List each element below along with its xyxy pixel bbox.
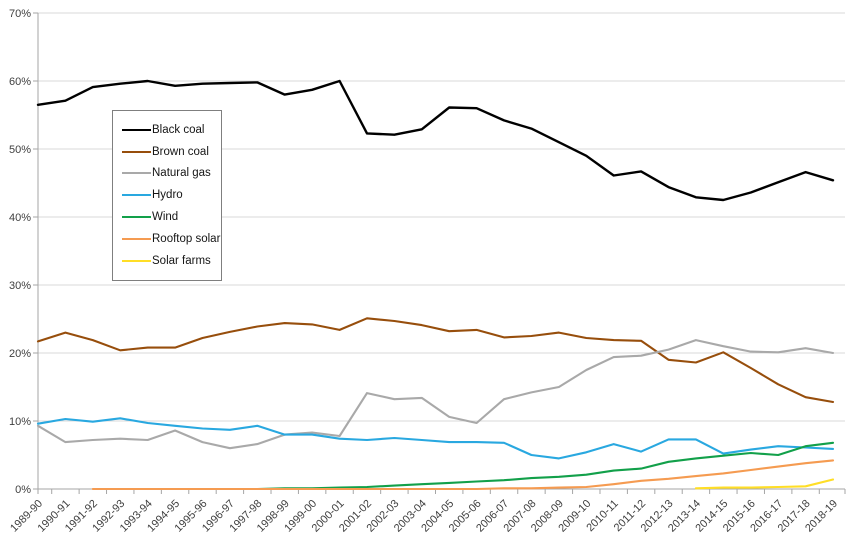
series-line-wind bbox=[256, 441, 835, 491]
legend-item-solar-farms: Solar farms bbox=[122, 250, 217, 272]
series-line-black-coal bbox=[36, 79, 835, 202]
legend-item-rooftop-solar: Rooftop solar bbox=[122, 228, 221, 250]
legend-label: Solar farms bbox=[152, 254, 211, 267]
series-line-rooftop-solar bbox=[91, 459, 835, 491]
legend-swatch-rooftop-solar bbox=[122, 237, 151, 240]
legend-swatch-wind bbox=[122, 216, 151, 219]
legend-item-hydro: Hydro bbox=[122, 184, 217, 206]
y-tick-label: 40% bbox=[9, 212, 31, 224]
legend-item-wind: Wind bbox=[122, 206, 217, 228]
series-line-brown-coal bbox=[36, 317, 835, 404]
y-tick-label: 0% bbox=[15, 484, 31, 496]
legend-swatch-natural-gas bbox=[122, 172, 151, 175]
y-tick-label: 20% bbox=[9, 348, 31, 360]
legend-label: Wind bbox=[152, 211, 179, 224]
series-line-natural-gas bbox=[36, 339, 835, 450]
legend-label: Natural gas bbox=[152, 167, 211, 180]
legend-item-natural-gas: Natural gas bbox=[122, 163, 217, 185]
legend-label: Hydro bbox=[152, 189, 183, 202]
y-tick-label: 60% bbox=[9, 76, 31, 88]
series-line-solar-farms bbox=[694, 478, 835, 490]
legend-item-brown-coal: Brown coal bbox=[122, 141, 217, 163]
legend-swatch-hydro bbox=[122, 194, 151, 197]
y-tick-label: 30% bbox=[9, 280, 31, 292]
legend-swatch-brown-coal bbox=[122, 150, 151, 153]
y-tick-label: 70% bbox=[9, 8, 31, 20]
legend-label: Rooftop solar bbox=[152, 232, 221, 245]
y-tick-label: 50% bbox=[9, 144, 31, 156]
legend-item-black-coal: Black coal bbox=[122, 119, 217, 141]
legend-swatch-black-coal bbox=[122, 128, 151, 131]
legend: Black coal Brown coal Natural gas Hydro Wind… bbox=[112, 110, 222, 281]
legend-swatch-solar-farms bbox=[122, 259, 151, 262]
y-tick-label: 10% bbox=[9, 416, 31, 428]
series-line-hydro bbox=[36, 417, 835, 460]
legend-label: Black coal bbox=[152, 123, 205, 136]
legend-label: Brown coal bbox=[152, 145, 209, 158]
